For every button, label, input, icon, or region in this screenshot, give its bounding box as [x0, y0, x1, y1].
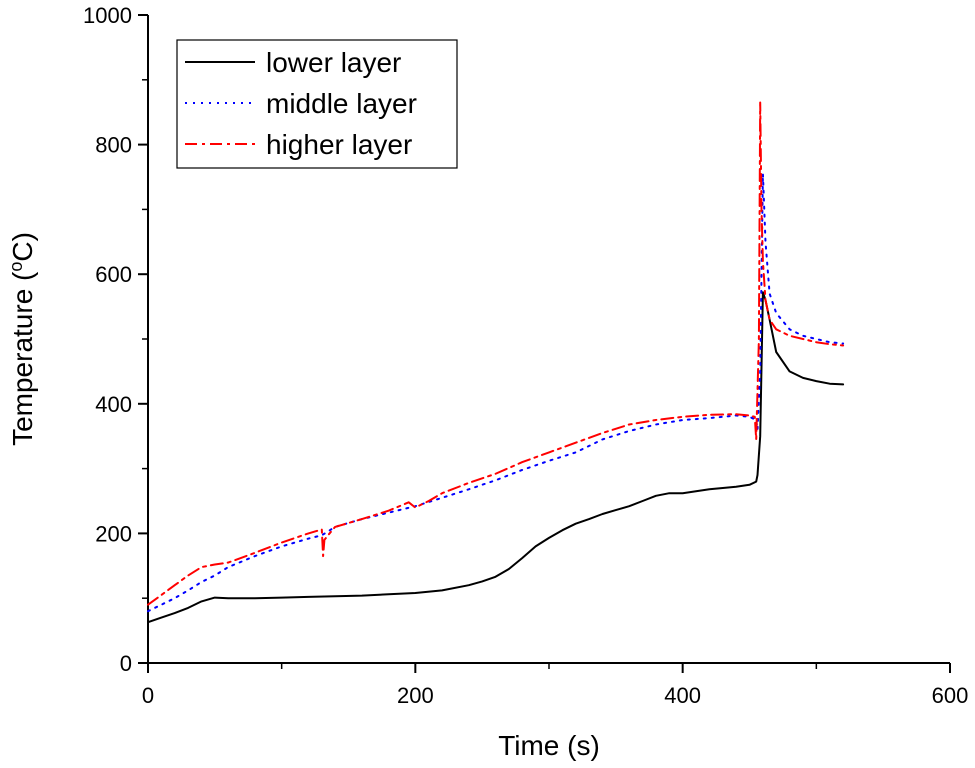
y-tick-label: 800: [95, 133, 132, 158]
y-tick-label: 400: [95, 392, 132, 417]
series-line-lower-layer: [147, 291, 845, 624]
x-tick-label: 200: [397, 683, 434, 708]
y-tick-label: 1000: [83, 3, 132, 28]
x-axis-title: Time (s): [498, 730, 600, 761]
y-axis-title: Temperature (oC): [6, 232, 38, 446]
y-axis-title-tail: C): [7, 232, 38, 262]
legend: lower layer middle layer higher layer: [176, 39, 458, 169]
legend-label-middle-layer: middle layer: [266, 88, 417, 119]
x-tick-label: 400: [664, 683, 701, 708]
x-tick-label: 0: [142, 683, 154, 708]
y-axis-title-main: Temperature (: [7, 271, 38, 446]
legend-label-higher-layer: higher layer: [266, 129, 412, 160]
legend-label-lower-layer: lower layer: [266, 47, 401, 78]
y-tick-label: 0: [120, 651, 132, 676]
axis-ticks: 0 200 400 600 0 200 400 600 800 1000: [83, 3, 968, 708]
series-line-higher-layer: [147, 101, 845, 606]
y-tick-label: 600: [95, 262, 132, 287]
x-tick-label: 600: [932, 683, 969, 708]
series-line-middle-layer: [147, 172, 845, 613]
y-tick-label: 200: [95, 521, 132, 546]
y-axis-title-superscript: o: [6, 262, 26, 272]
series-layer: [147, 101, 845, 624]
